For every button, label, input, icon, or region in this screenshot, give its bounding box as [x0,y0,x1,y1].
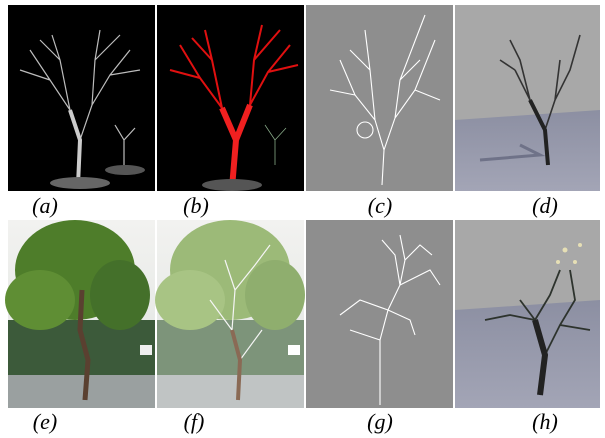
panel-d [455,5,600,191]
caption: (b) [183,193,209,218]
caption: (d) [532,193,558,218]
caption: (a) [32,193,58,218]
caption: (e) [33,409,57,434]
figure: (a) (b) (c) (d) (e) (f) (g) (h) [0,0,605,438]
panel-c [306,5,453,191]
caption: (f) [184,409,205,434]
panel-h [455,220,600,408]
panel-g [306,220,453,408]
panel-e [5,220,155,408]
panel-f [155,220,305,408]
caption: (g) [367,409,393,434]
panel-a [8,5,155,191]
caption: (c) [368,193,392,218]
caption: (h) [532,409,558,434]
panel-b [157,5,304,191]
